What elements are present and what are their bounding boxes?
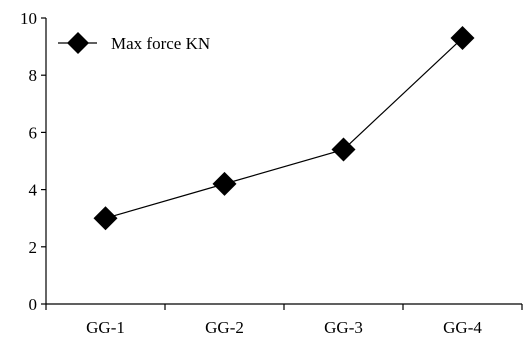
data-point-diamond [331,137,356,162]
series-line [105,37,463,219]
x-tick-label: GG-4 [443,318,482,337]
y-tick-label: 6 [29,123,38,142]
y-tick-label: 8 [29,66,38,85]
data-point-diamond [212,171,237,196]
data-point-diamond [93,206,118,231]
x-tick-label: GG-2 [205,318,244,337]
x-tick-label: GG-1 [86,318,125,337]
y-tick-label: 2 [29,238,38,257]
legend: Max force KN [58,32,210,54]
axes: 0 2 4 6 8 10 GG-1 GG-2 GG-3 GG-4 [20,9,523,337]
y-tick-label: 10 [20,9,37,28]
legend-diamond-marker [67,32,89,54]
series-layer [93,26,475,231]
legend-label: Max force KN [111,34,210,53]
data-point-diamond [450,26,475,51]
y-tick-label: 0 [29,295,38,314]
y-tick-label: 4 [29,181,38,200]
x-tick-label: GG-3 [324,318,363,337]
